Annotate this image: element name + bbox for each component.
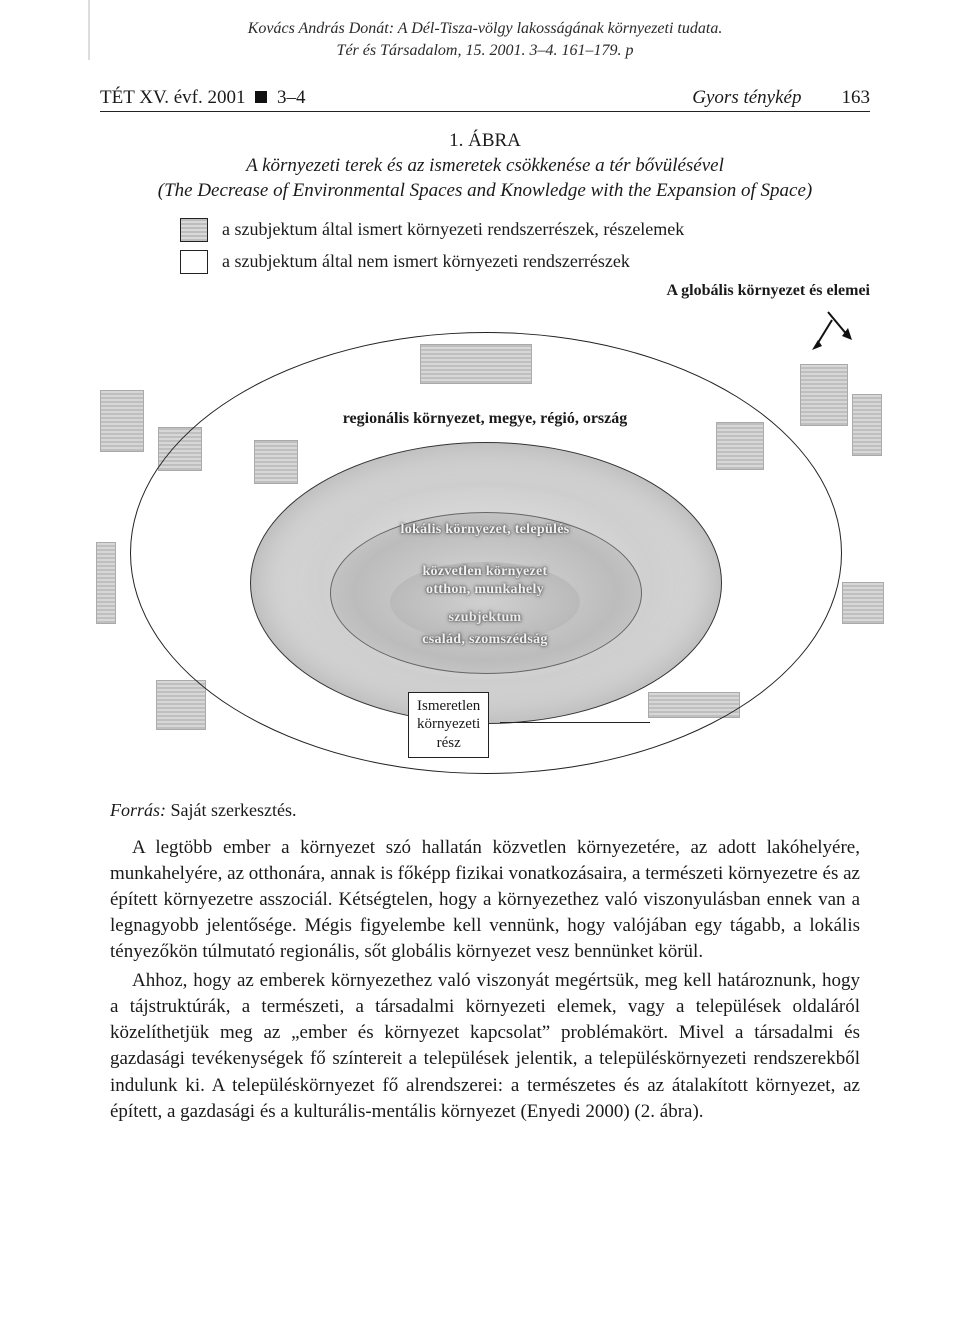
source-text: Saját szerkesztés. — [166, 800, 296, 820]
grey-block — [156, 680, 206, 730]
figure-title-en: (The Decrease of Environmental Spaces an… — [140, 179, 830, 204]
direct-env-label: közvetlen környezet — [100, 564, 870, 580]
section-title: Gyors ténykép — [692, 87, 801, 109]
figure-source: Forrás: Saját szerkesztés. — [110, 800, 870, 821]
local-label: lokális környezet, település — [100, 522, 870, 538]
legend-label-unknown: a szubjektum által nem ismert környezeti… — [222, 251, 630, 272]
header-citation: Kovács András Donát: A Dél-Tisza-völgy l… — [100, 18, 870, 61]
home-work-label: otthon, munkahely — [100, 582, 870, 598]
paragraph-1: A legtöbb ember a környezet szó hallatán… — [110, 835, 860, 966]
legend-swatch-known — [180, 218, 208, 242]
arrow-icon — [808, 306, 858, 356]
journal-ref: TÉT XV. évf. 2001 3–4 — [100, 87, 305, 109]
callout-unknown-part: Ismeretlen környezeti rész — [408, 692, 489, 758]
legend-row-unknown: a szubjektum által nem ismert környezeti… — [180, 250, 870, 274]
legend-swatch-unknown — [180, 250, 208, 274]
scan-artifact — [88, 0, 90, 60]
citation-line-2: Tér és Társadalom, 15. 2001. 3–4. 161–17… — [337, 42, 634, 59]
page-number: 163 — [842, 87, 871, 109]
figure-legend: a szubjektum által ismert környezeti ren… — [180, 218, 870, 274]
subject-label: szubjektum — [100, 610, 870, 626]
body-text: A legtöbb ember a környezet szó hallatán… — [110, 835, 860, 1125]
family-label: család, szomszédság — [100, 632, 870, 648]
running-head: TÉT XV. évf. 2001 3–4 Gyors ténykép 163 — [100, 87, 870, 112]
legend-row-known: a szubjektum által ismert környezeti ren… — [180, 218, 870, 242]
figure-title-hu: A környezeti terek és az ismeretek csökk… — [140, 154, 830, 179]
page: Kovács András Donát: A Dél-Tisza-völgy l… — [0, 0, 960, 1334]
source-label: Forrás: — [110, 800, 166, 820]
callout-leader-line — [500, 722, 650, 724]
figure-number: 1. ÁBRA — [100, 130, 870, 152]
citation-line-1: Kovács András Donát: A Dél-Tisza-völgy l… — [248, 20, 723, 37]
global-env-label: A globális környezet és elemei — [666, 282, 870, 300]
paragraph-2: Ahhoz, hogy az emberek környezethez való… — [110, 968, 860, 1125]
black-square-icon — [255, 91, 267, 103]
regional-label: regionális környezet, megye, régió, orsz… — [100, 410, 870, 428]
legend-label-known: a szubjektum által ismert környezeti ren… — [222, 219, 684, 240]
figure-diagram: A globális környezet és elemei regionáli… — [100, 282, 870, 792]
